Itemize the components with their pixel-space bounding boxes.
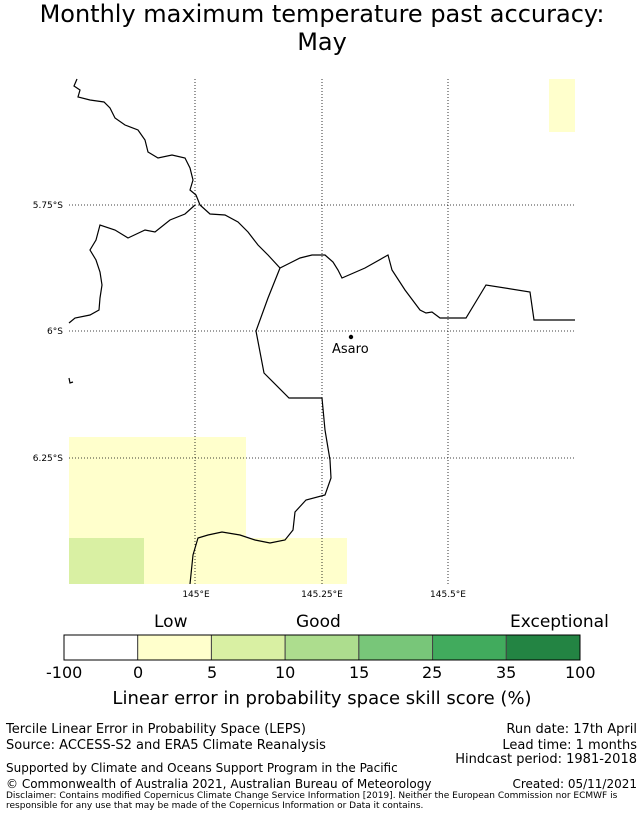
colorbar-xlabel: Linear error in probability space skill …	[112, 688, 532, 709]
location-marker	[348, 334, 354, 340]
category-label-exceptional: Exceptional	[510, 612, 609, 632]
footer-source: Source: ACCESS-S2 and ERA5 Climate Reana…	[6, 738, 326, 753]
title-line-2: May	[297, 28, 347, 56]
footer-run-date: Run date: 17th April	[506, 722, 637, 737]
footer-disclaimer-2: responsible for any use that may be made…	[6, 801, 424, 811]
colorbar-tick: 25	[422, 663, 443, 682]
colorbar-segment	[505, 634, 581, 661]
skill-cell-s	[144, 538, 347, 584]
map-title: Monthly maximum temperature past accurac…	[0, 0, 644, 56]
lon-tick-labels: 145°E 145.25°E 145.5°E	[182, 590, 466, 600]
footer-method: Tercile Linear Error in Probability Spac…	[6, 722, 306, 737]
lat-tick-label: 6°S	[47, 327, 63, 337]
location-label: Asaro	[332, 342, 369, 357]
footer-lead-time: Lead time: 1 months	[502, 738, 637, 753]
colorbar-segment	[210, 634, 286, 661]
lon-tick-label: 145.5°E	[430, 590, 466, 600]
lon-tick-label: 145.25°E	[301, 590, 343, 600]
skill-cell-ne	[549, 79, 575, 132]
colorbar-tick: 0	[133, 663, 144, 682]
footer-supported: Supported by Climate and Oceans Support …	[6, 761, 398, 775]
gridlines	[69, 79, 575, 584]
colorbar-tick: -100	[46, 663, 83, 682]
footer-created: Created: 05/11/2021	[512, 777, 637, 791]
lat-tick-label: 6.25°S	[33, 454, 64, 464]
boundary-north	[73, 78, 575, 321]
colorbar-tick: 10	[275, 663, 296, 682]
province-boundaries	[68, 78, 575, 585]
category-label-good: Good	[296, 612, 341, 632]
footer-disclaimer-1: Disclaimer: Contains modified Copernicus…	[6, 791, 618, 801]
lat-tick-label: 5.75°S	[33, 201, 64, 211]
colorbar-segment	[284, 634, 360, 661]
colorbar	[63, 634, 581, 661]
colorbar-segment	[358, 634, 434, 661]
footer-hindcast: Hindcast period: 1981-2018	[455, 752, 637, 767]
colorbar-tick: 100	[565, 663, 596, 682]
map-plot: Asaro 5.75°S 6°S 6.25°S 145°E 145.25°E 1…	[33, 78, 575, 600]
colorbar-segment	[137, 634, 212, 661]
lat-tick-labels: 5.75°S 6°S 6.25°S	[33, 201, 64, 464]
skill-cell-sw-green	[69, 538, 144, 584]
boundary-west	[68, 204, 196, 324]
footer-copyright: © Commonwealth of Australia 2021, Austra…	[6, 777, 432, 791]
colorbar-tick: 15	[349, 663, 370, 682]
boundary-east	[189, 267, 332, 585]
boundary-west-fragment	[68, 377, 74, 384]
colorbar-segment	[63, 634, 139, 661]
colorbar-segment	[432, 634, 507, 661]
skill-cell-sw-large	[69, 437, 246, 538]
lon-tick-label: 145°E	[182, 590, 210, 600]
title-line-1: Monthly maximum temperature past accurac…	[39, 0, 605, 28]
category-label-low: Low	[154, 612, 188, 632]
colorbar-tick: 5	[207, 663, 218, 682]
colorbar-tick: 35	[496, 663, 517, 682]
